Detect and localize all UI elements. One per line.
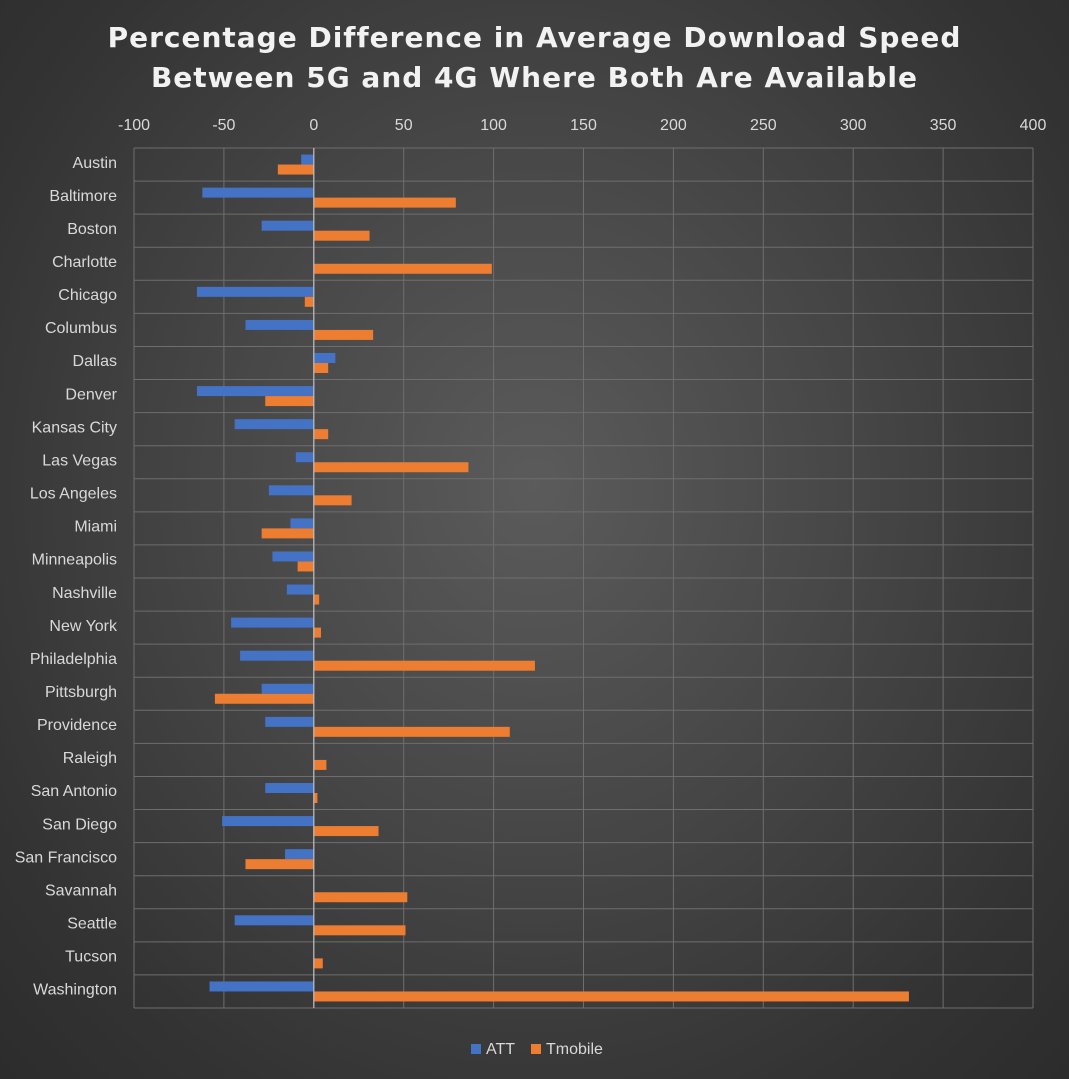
y-category-label: Providence bbox=[37, 717, 117, 734]
bar-tmobile-philadelphia bbox=[313, 660, 535, 671]
bar-att-providence bbox=[265, 716, 314, 727]
bar-tmobile-tucson bbox=[313, 958, 323, 969]
bar-tmobile-seattle bbox=[313, 925, 406, 936]
y-category-label: Chicago bbox=[58, 287, 117, 304]
chart-title-line-1: Percentage Difference in Average Downloa… bbox=[107, 21, 962, 54]
bar-tmobile-san-diego bbox=[313, 826, 379, 837]
bar-tmobile-raleigh bbox=[313, 759, 327, 770]
y-category-label: Savannah bbox=[45, 882, 117, 899]
y-category-label: Washington bbox=[33, 982, 117, 999]
y-category-label: Philadelphia bbox=[30, 651, 117, 668]
y-category-label: Boston bbox=[67, 221, 117, 238]
y-category-label: San Diego bbox=[42, 816, 117, 833]
y-category-label: San Antonio bbox=[31, 783, 117, 800]
y-category-label: Minneapolis bbox=[32, 552, 117, 569]
x-tick-label: 200 bbox=[660, 117, 687, 134]
bar-tmobile-boston bbox=[313, 230, 370, 241]
axes: -100 -50 0 50 100 150 200 250 300 350 400 Austin Bal… bbox=[15, 117, 1047, 1008]
y-category-label: Columbus bbox=[45, 320, 117, 337]
bar-tmobile-san-antonio bbox=[313, 793, 318, 803]
bar-att-san-antonio bbox=[265, 783, 314, 793]
legend: ATT Tmobile bbox=[471, 1041, 603, 1058]
bar-tmobile-los-angeles bbox=[313, 495, 352, 506]
bar-tmobile-miami bbox=[261, 528, 314, 539]
bar-att-denver bbox=[196, 386, 314, 397]
x-tick-label: 150 bbox=[570, 117, 597, 134]
legend-swatch-tmobile bbox=[531, 1044, 541, 1054]
y-category-label: Las Vegas bbox=[42, 452, 117, 469]
bar-tmobile-las-vegas bbox=[313, 462, 469, 473]
y-category-label: Raleigh bbox=[63, 750, 117, 767]
bar-att-minneapolis bbox=[272, 551, 314, 562]
bar-tmobile-new-york bbox=[313, 627, 321, 638]
bar-att-dallas bbox=[313, 353, 336, 363]
bar-tmobile-dallas bbox=[313, 363, 329, 373]
bar-tmobile-chicago bbox=[304, 296, 314, 307]
y-category-label: Baltimore bbox=[49, 188, 117, 205]
bar-att-baltimore bbox=[202, 187, 314, 198]
y-category-label: New York bbox=[49, 618, 118, 635]
bar-tmobile-providence bbox=[313, 726, 510, 737]
bar-tmobile-charlotte bbox=[313, 263, 492, 274]
bar-att-washington bbox=[209, 981, 314, 992]
y-category-label: Seattle bbox=[67, 916, 117, 933]
x-tick-label: 350 bbox=[930, 117, 957, 134]
x-tick-label: 300 bbox=[840, 117, 867, 134]
y-category-label: Nashville bbox=[52, 585, 117, 602]
bar-tmobile-pittsburgh bbox=[214, 693, 314, 704]
bar-att-seattle bbox=[234, 915, 314, 926]
x-tick-label: -100 bbox=[118, 117, 150, 134]
bar-tmobile-denver bbox=[265, 396, 314, 407]
bar-att-san-francisco bbox=[285, 849, 314, 860]
y-category-label: Dallas bbox=[73, 353, 117, 370]
y-category-label: San Francisco bbox=[15, 849, 117, 866]
bar-att-los-angeles bbox=[268, 485, 314, 496]
bar-att-chicago bbox=[196, 286, 314, 297]
gridlines bbox=[133, 147, 1034, 1009]
x-tick-label: 0 bbox=[309, 117, 318, 134]
x-tick-label: 50 bbox=[395, 117, 413, 134]
bar-att-philadelphia bbox=[240, 650, 314, 661]
legend-label-att: ATT bbox=[486, 1041, 515, 1058]
bar-tmobile-columbus bbox=[313, 329, 374, 340]
x-tick-label: 250 bbox=[750, 117, 777, 134]
x-tick-label: 400 bbox=[1020, 117, 1047, 134]
bar-att-nashville bbox=[286, 584, 314, 595]
bar-att-columbus bbox=[245, 319, 314, 330]
bar-att-austin bbox=[301, 154, 314, 165]
chart-title-line-2: Between 5G and 4G Where Both Are Availab… bbox=[150, 61, 919, 94]
x-tick-label: 100 bbox=[480, 117, 507, 134]
bar-tmobile-austin bbox=[277, 164, 314, 175]
bar-att-kansas-city bbox=[234, 419, 314, 430]
y-category-label: Tucson bbox=[65, 949, 117, 966]
y-category-label: Pittsburgh bbox=[45, 684, 117, 701]
bar-tmobile-savannah bbox=[313, 892, 408, 903]
y-category-label: Los Angeles bbox=[30, 486, 117, 503]
y-category-label: Denver bbox=[65, 386, 117, 403]
bar-tmobile-kansas-city bbox=[313, 429, 329, 440]
bar-tmobile-baltimore bbox=[313, 197, 456, 208]
y-category-label: Charlotte bbox=[52, 254, 117, 271]
chart-title: Percentage Difference in Average Downloa… bbox=[0, 18, 1069, 98]
bar-att-las-vegas bbox=[295, 452, 314, 463]
bar-att-miami bbox=[290, 518, 314, 529]
bars bbox=[196, 154, 909, 1002]
bar-tmobile-washington bbox=[313, 991, 909, 1002]
y-category-label: Kansas City bbox=[32, 419, 117, 436]
y-category-label: Austin bbox=[73, 155, 117, 172]
y-category-label: Miami bbox=[74, 519, 117, 536]
legend-swatch-att bbox=[471, 1044, 481, 1054]
bar-att-new-york bbox=[231, 617, 314, 628]
legend-label-tmobile: Tmobile bbox=[546, 1041, 603, 1058]
bar-att-san-diego bbox=[222, 816, 314, 827]
bar-tmobile-nashville bbox=[313, 594, 320, 605]
bar-tmobile-san-francisco bbox=[245, 859, 314, 870]
bar-att-pittsburgh bbox=[261, 683, 314, 694]
bar-att-boston bbox=[261, 220, 314, 231]
bar-tmobile-minneapolis bbox=[297, 561, 314, 572]
x-tick-label: -50 bbox=[212, 117, 235, 134]
